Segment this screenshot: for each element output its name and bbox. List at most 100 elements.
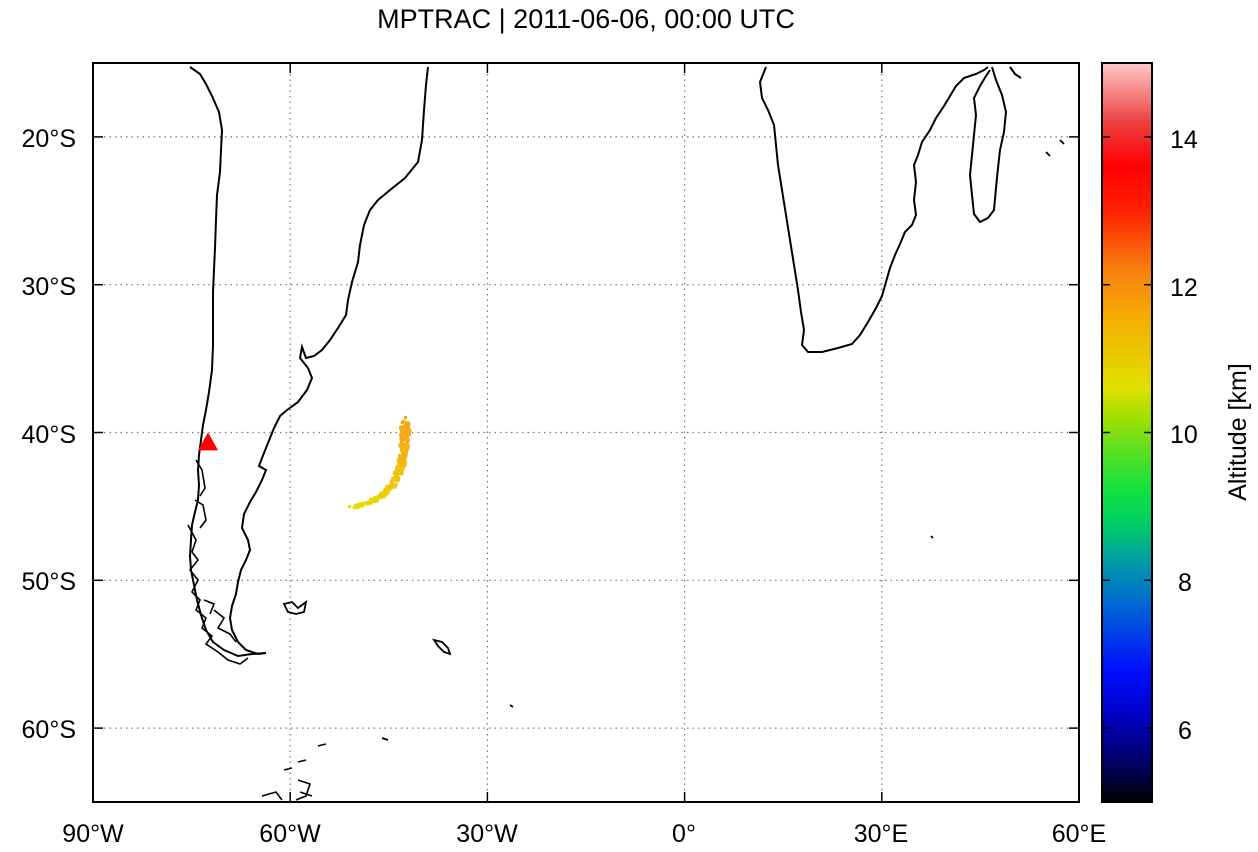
map-frame [92,62,1080,803]
plume-particle [400,442,404,446]
plume-particle [399,440,403,444]
plume-particle [355,503,359,507]
plume-particle [374,498,378,502]
plume-particle [381,494,385,499]
plume-particle [401,467,405,471]
plume-particle [404,436,408,440]
plume-particle [383,492,387,496]
y-tick-label: 60°S [22,716,76,744]
plume-particle [407,422,411,427]
plume-particle [400,446,404,451]
plume-particle [348,505,351,508]
x-tick-label: 30°E [854,820,908,848]
plume-particle [403,461,407,466]
plume-particle [369,499,374,504]
plume-particle [404,421,408,425]
plume-particle [391,481,395,485]
plume-particle [406,421,410,425]
y-tick-label: 20°S [22,125,76,153]
plume-particle [397,467,401,471]
plume-particle [390,483,394,487]
plume-particle [395,479,400,483]
plume-particle [387,484,391,488]
plume-particle [407,428,411,432]
plume-particle [400,427,405,431]
plume-particle [400,420,404,424]
coastlines [187,66,1065,801]
plume-particle [404,427,408,432]
plume-particle [400,425,404,429]
plume-particle [402,419,406,423]
plume-particle [355,505,360,510]
plume-particle [401,457,405,462]
plume-particle [403,445,407,449]
y-tick-label: 30°S [22,273,76,301]
plume-particle [402,429,407,434]
plume-particle [398,472,402,476]
coastline-south-america-east [228,66,429,656]
y-tick-label: 50°S [22,568,76,596]
plume-particle [399,445,403,449]
plume-particle [403,448,407,452]
plume-particle [400,470,404,474]
plume-particle [404,416,407,419]
plume-particle [396,458,401,462]
plume-particle [399,448,404,452]
x-tick-label: 60°W [259,820,321,848]
plume-particle [382,494,387,499]
plume-particle [405,440,409,444]
plume-particle [407,432,411,436]
plume-particle [401,450,405,454]
coastline-madagascar [968,66,1022,224]
axis-ticks [92,63,1080,802]
plume-particle [393,485,397,489]
x-tick-label: 0° [672,820,696,848]
plume-particle [404,450,408,454]
plume-particle [401,459,405,464]
plume-particle [404,454,408,458]
plume-particle [391,477,395,481]
plume-particle [398,454,402,458]
x-tick-label: 30°W [456,820,518,848]
plume-particle [374,495,378,499]
colorbar-tick-label: 14 [1170,126,1198,154]
plot-title: MPTRAC | 2011-06-06, 00:00 UTC [377,4,795,34]
plume-particle [366,500,370,504]
plume-particle [388,486,392,491]
colorbar-title: Altitude [km] [1224,363,1252,501]
coastline-chile-islands [187,459,249,665]
coastline-antarctic-peninsula [261,743,327,801]
volcano-marker [198,432,219,451]
plume-particle [405,425,409,429]
coastline-small-islands [381,139,1065,741]
plume-particle [398,462,402,466]
plume-particle [386,489,390,493]
plume-particle [363,501,367,506]
plume-particle [395,466,399,470]
colorbar-tick-label: 10 [1170,421,1198,449]
x-axis-labels: 90°W 60°W 30°W 0° 30°E 60°E [62,820,1106,848]
graticule [93,63,1079,802]
plume-particle [397,476,401,481]
coastline-south-america-west [188,66,267,658]
y-axis-labels: 20°S 30°S 40°S 50°S 60°S [22,125,76,744]
plume-particle [406,446,410,450]
plume-particle [394,483,398,487]
plume-particle [395,472,399,476]
plume-particle [403,443,407,447]
y-tick-label: 40°S [22,421,76,449]
x-tick-label: 60°E [1052,820,1106,848]
colorbar-ticks [1102,136,1152,729]
ash-plume [348,416,412,510]
colorbar-tick-label: 12 [1170,274,1198,302]
plume-particle [399,465,403,469]
coastline-africa [758,66,989,353]
plume-particle [358,503,362,507]
colorbar-labels: 6 8 10 12 14 [1170,126,1198,745]
plume-particle [400,463,404,467]
colorbar-tick-label: 8 [1178,569,1192,597]
plume-particle [405,430,409,434]
coastline-falklands [282,599,308,615]
plume-particle [371,498,375,502]
plume-particle [402,424,406,428]
